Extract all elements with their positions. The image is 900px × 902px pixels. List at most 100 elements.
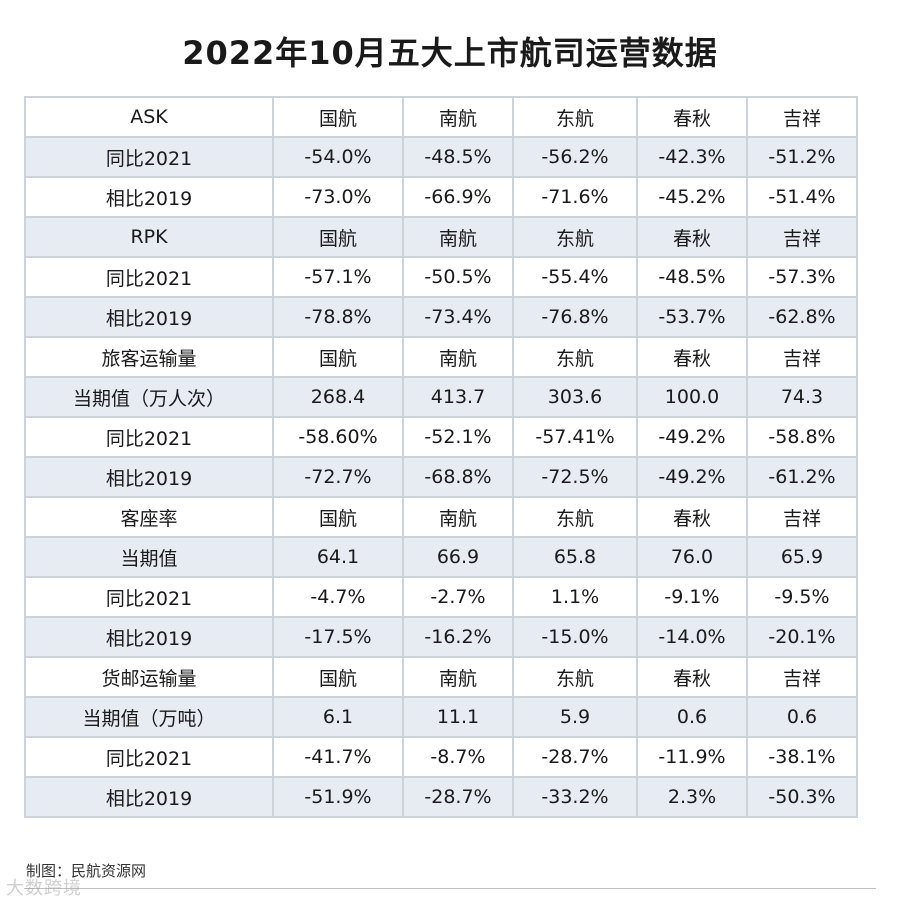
table-cell: -58.60% [272,416,404,458]
table-cell: 南航 [402,656,514,698]
table-cell: 吉祥 [746,656,858,698]
table-cell: -11.9% [636,736,748,778]
table-row: 相比2019 -51.9% -28.7% -33.2% 2.3% -50.3% [24,776,858,818]
table-cell: 东航 [512,496,638,538]
table-cell: -8.7% [402,736,514,778]
table-cell: 268.4 [272,376,404,418]
table-cell: 国航 [272,216,404,258]
table-cell: -14.0% [636,616,748,658]
airline-data-table: ASK 国航 南航 东航 春秋 吉祥 同比2021 -54.0% -48.5% -56.2% -42… [24,96,858,818]
table-cell: 南航 [402,496,514,538]
table-row: RPK 国航 南航 东航 春秋 吉祥 [24,216,858,258]
table-cell: 春秋 [636,216,748,258]
table-cell: -9.1% [636,576,748,618]
table-cell: -72.7% [272,456,404,498]
table-cell: 东航 [512,336,638,378]
table-cell: -78.8% [272,296,404,338]
row-label-cell: ASK [24,96,274,138]
table-cell: 66.9 [402,536,514,578]
table-cell: -50.3% [746,776,858,818]
table-cell: -48.5% [636,256,748,298]
table-cell: -71.6% [512,176,638,218]
table-cell: 国航 [272,336,404,378]
table-cell: 5.9 [512,696,638,738]
page-title: 2022年10月五大上市航司运营数据 [182,34,718,72]
table-cell: -45.2% [636,176,748,218]
table-cell: 南航 [402,336,514,378]
table-cell: -68.8% [402,456,514,498]
table-cell: -51.9% [272,776,404,818]
table-cell: -66.9% [402,176,514,218]
table-cell: 0.6 [746,696,858,738]
table-cell: -57.41% [512,416,638,458]
table-cell: -48.5% [402,136,514,178]
table-cell: 65.8 [512,536,638,578]
row-label-cell: 旅客运输量 [24,336,274,378]
row-label-cell: 当期值（万吨） [24,696,274,738]
row-label-cell: 当期值（万人次） [24,376,274,418]
table-cell: 南航 [402,96,514,138]
bottom-divider [24,888,876,889]
table-cell: -20.1% [746,616,858,658]
table-cell: -16.2% [402,616,514,658]
table-cell: -17.5% [272,616,404,658]
table-cell: 国航 [272,496,404,538]
row-label-cell: 相比2019 [24,176,274,218]
table-cell: -58.8% [746,416,858,458]
table-cell: -73.4% [402,296,514,338]
table-cell: 0.6 [636,696,748,738]
table-cell: -62.8% [746,296,858,338]
table-cell: -28.7% [512,736,638,778]
table-row: 当期值（万人次） 268.4 413.7 303.6 100.0 74.3 [24,376,858,418]
row-label-cell: 同比2021 [24,736,274,778]
table-cell: -76.8% [512,296,638,338]
table-row: ASK 国航 南航 东航 春秋 吉祥 [24,96,858,138]
table-cell: -54.0% [272,136,404,178]
table-row: 货邮运输量 国航 南航 东航 春秋 吉祥 [24,656,858,698]
table-cell: 303.6 [512,376,638,418]
table-cell: -51.2% [746,136,858,178]
table-cell: -9.5% [746,576,858,618]
row-label-cell: 相比2019 [24,296,274,338]
row-label-cell: 相比2019 [24,616,274,658]
table-cell: -15.0% [512,616,638,658]
table-cell: 国航 [272,96,404,138]
table-cell: -50.5% [402,256,514,298]
table-cell: 东航 [512,96,638,138]
row-label-cell: 相比2019 [24,456,274,498]
table-cell: 春秋 [636,336,748,378]
table-cell: 南航 [402,216,514,258]
table-row: 当期值 64.1 66.9 65.8 76.0 65.9 [24,536,858,578]
table-cell: 东航 [512,216,638,258]
table-row: 同比2021 -58.60% -52.1% -57.41% -49.2% -58.8% [24,416,858,458]
table-cell: 413.7 [402,376,514,418]
table-cell: 吉祥 [746,336,858,378]
table-cell: -28.7% [402,776,514,818]
row-label-cell: 相比2019 [24,776,274,818]
row-label-cell: 同比2021 [24,416,274,458]
table-row: 相比2019 -78.8% -73.4% -76.8% -53.7% -62.8% [24,296,858,338]
row-label-cell: 同比2021 [24,576,274,618]
row-label-cell: RPK [24,216,274,258]
row-label-cell: 当期值 [24,536,274,578]
table-cell: 76.0 [636,536,748,578]
table-cell: -73.0% [272,176,404,218]
source-credit: 制图：民航资源网 [26,862,147,880]
table-cell: -53.7% [636,296,748,338]
table-row: 相比2019 -72.7% -68.8% -72.5% -49.2% -61.2% [24,456,858,498]
table-cell: 国航 [272,656,404,698]
row-label-cell: 客座率 [24,496,274,538]
table-cell: 吉祥 [746,216,858,258]
table-cell: -55.4% [512,256,638,298]
table-cell: 11.1 [402,696,514,738]
table-cell: -52.1% [402,416,514,458]
table-row: 同比2021 -4.7% -2.7% 1.1% -9.1% -9.5% [24,576,858,618]
table-cell: 吉祥 [746,496,858,538]
row-label-cell: 货邮运输量 [24,656,274,698]
table-cell: 吉祥 [746,96,858,138]
table-cell: 春秋 [636,656,748,698]
table-row: 当期值（万吨） 6.1 11.1 5.9 0.6 0.6 [24,696,858,738]
table-row: 同比2021 -41.7% -8.7% -28.7% -11.9% -38.1% [24,736,858,778]
table-cell: 100.0 [636,376,748,418]
table-row: 旅客运输量 国航 南航 东航 春秋 吉祥 [24,336,858,378]
